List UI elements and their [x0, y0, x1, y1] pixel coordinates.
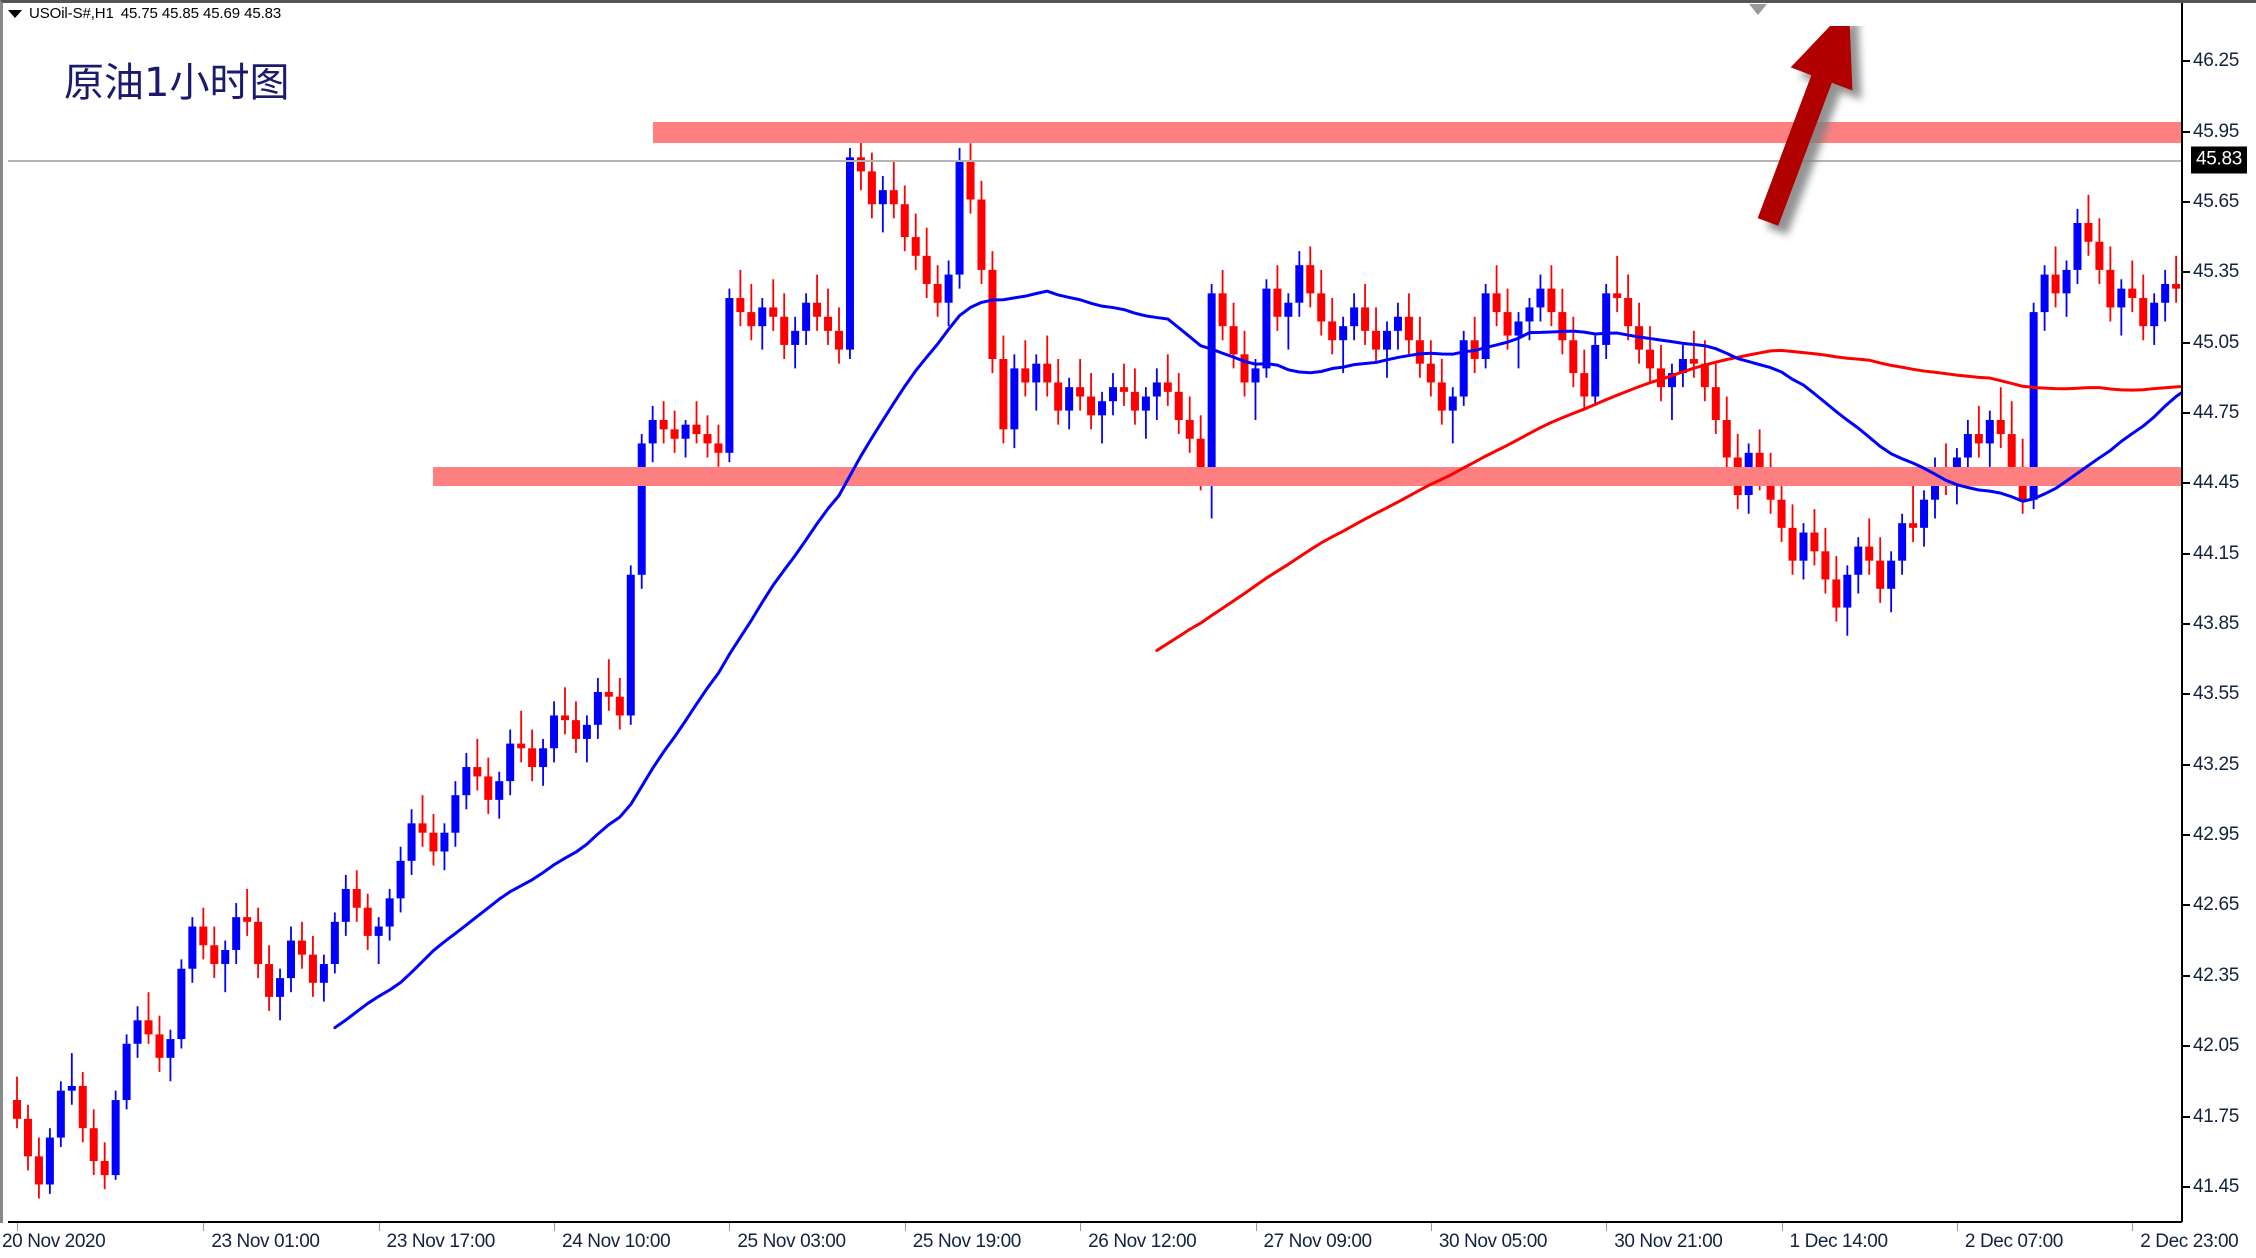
symbol-label: USOil-S#,H1 [29, 5, 114, 22]
ohlc-values: 45.75 45.85 45.69 45.83 [120, 5, 282, 22]
time-tick [1430, 1223, 1432, 1231]
price-tick [2183, 411, 2190, 414]
time-tick [378, 1223, 380, 1231]
price-axis-label: 45.35 [2193, 261, 2240, 283]
current-price-badge: 45.83 [2191, 146, 2248, 174]
price-tick [2183, 1115, 2190, 1118]
time-tick [17, 1223, 18, 1231]
price-tick [2183, 271, 2190, 274]
time-axis-label: 23 Nov 01:00 [211, 1231, 320, 1252]
time-tick [2132, 1223, 2134, 1231]
price-tick [2183, 200, 2190, 203]
price-axis-label: 44.45 [2193, 472, 2240, 494]
time-axis-label: 25 Nov 19:00 [912, 1231, 1022, 1252]
price-axis[interactable]: 46.25 45.95 45.65 45.35 45.05 44.75 44.45 44.15… [2183, 26, 2256, 1222]
candlestick-series [13, 129, 2181, 1199]
price-tick [2183, 693, 2190, 696]
price-axis-label: 44.75 [2193, 401, 2240, 423]
price-axis-label: 42.35 [2193, 964, 2240, 986]
price-axis-label: 42.95 [2193, 824, 2240, 846]
dropdown-caret-icon[interactable] [8, 9, 22, 18]
time-axis-label: 20 Nov 2020 [2, 1231, 106, 1252]
time-tick [1956, 1223, 1958, 1231]
time-tick [1255, 1223, 1257, 1231]
time-axis-label: 23 Nov 17:00 [386, 1231, 496, 1252]
price-axis-label: 45.95 [2193, 120, 2240, 142]
time-tick [554, 1223, 555, 1231]
time-axis-label: 27 Nov 09:00 [1263, 1231, 1372, 1252]
price-tick [2183, 904, 2190, 907]
support-zone-band [433, 466, 2181, 486]
price-axis-label: 42.65 [2193, 894, 2240, 916]
price-tick [2183, 763, 2190, 766]
time-axis-label: 30 Nov 05:00 [1438, 1231, 1548, 1252]
time-tick [729, 1223, 731, 1231]
price-tick [2183, 482, 2190, 485]
price-tick [2183, 1185, 2190, 1188]
price-axis-label: 43.25 [2193, 753, 2240, 775]
price-axis-label: 44.15 [2193, 542, 2240, 564]
price-axis-label: 41.75 [2193, 1105, 2240, 1127]
price-tick [2183, 552, 2190, 555]
price-axis-label: 42.05 [2193, 1035, 2240, 1057]
chart-header: USOil-S#,H1 45.75 45.85 45.69 45.83 [3, 3, 2253, 24]
price-axis-label: 43.55 [2193, 683, 2240, 705]
time-axis-label: 24 Nov 10:00 [562, 1231, 671, 1252]
time-tick [203, 1223, 205, 1231]
price-axis-label: 45.05 [2193, 331, 2240, 353]
time-axis-label: 2 Dec 07:00 [1964, 1231, 2063, 1252]
price-tick [2183, 130, 2190, 133]
price-axis-label: 45.65 [2193, 190, 2240, 212]
current-price-gridline [8, 159, 2181, 162]
price-tick [2183, 1045, 2190, 1048]
time-tick [1781, 1223, 1783, 1231]
time-axis-label: 26 Nov 12:00 [1088, 1231, 1197, 1252]
bullish-arrow-annotation [1757, 26, 1853, 226]
price-axis-label: 41.45 [2193, 1175, 2240, 1197]
time-tick [1080, 1223, 1082, 1231]
price-plot-area[interactable] [8, 26, 2181, 1222]
moving-average-lines [333, 289, 2181, 1030]
time-tick [1606, 1223, 1608, 1231]
plot-bottom-border [8, 1221, 2182, 1223]
plot-right-border [2181, 3, 2183, 1222]
price-axis-label: 43.85 [2193, 613, 2240, 634]
price-tick [2183, 341, 2190, 344]
price-tick [2183, 623, 2190, 625]
time-axis[interactable]: 20 Nov 2020 23 Nov 01:00 23 Nov 17:00 24 No… [0, 1223, 2256, 1258]
price-tick [2183, 974, 2190, 977]
chart-title-annotation: 原油1小时图 [64, 60, 290, 106]
chart-top-marker-icon[interactable] [1749, 4, 1767, 15]
time-axis-label: 30 Nov 21:00 [1614, 1231, 1723, 1252]
time-axis-label: 25 Nov 03:00 [737, 1231, 846, 1252]
time-tick [904, 1223, 906, 1231]
time-axis-label: 2 Dec 23:00 [2140, 1231, 2239, 1252]
time-axis-label: 1 Dec 14:00 [1789, 1231, 1888, 1252]
price-axis-label: 46.25 [2193, 50, 2240, 72]
price-tick [2183, 60, 2190, 63]
price-tick [2183, 834, 2190, 837]
